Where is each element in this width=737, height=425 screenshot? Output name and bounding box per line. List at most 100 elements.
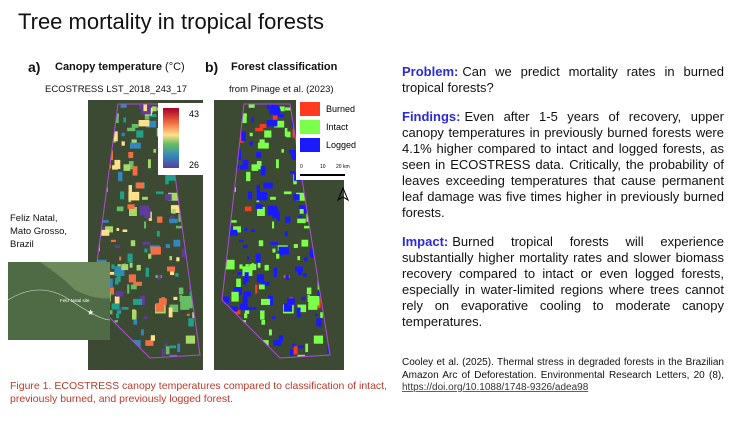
map-patch	[248, 104, 255, 108]
map-patch	[128, 161, 134, 170]
panel-subtitle: ECOSTRESS LST_2018_243_17	[45, 84, 188, 95]
map-patch	[278, 113, 285, 118]
map-patch	[285, 107, 293, 111]
map-patch	[175, 225, 183, 229]
slide-title: Tree mortality in tropical forests	[18, 9, 325, 34]
map-patch	[139, 295, 145, 306]
map-patch	[320, 312, 323, 318]
map-patch	[111, 264, 115, 269]
map-patch	[242, 320, 246, 323]
citation: Cooley et al. (2025). Thermal stress in …	[402, 357, 724, 395]
map-patch	[289, 171, 295, 174]
map-patch	[175, 272, 179, 277]
map-patch	[306, 287, 312, 295]
map-patch	[153, 149, 156, 153]
legend-label: Logged	[326, 140, 356, 150]
map-patch	[267, 205, 278, 216]
map-patch	[118, 171, 123, 182]
map-patch	[128, 274, 136, 283]
map-patch	[251, 164, 259, 171]
citation-link[interactable]: https://doi.org/10.1088/1748-9326/adea98	[402, 382, 589, 393]
map-patch	[301, 239, 309, 247]
map-patch	[142, 196, 148, 200]
legend: Burned Intact Logged	[300, 102, 356, 152]
map-patch	[120, 307, 129, 310]
map-patch	[289, 149, 300, 154]
map-patch	[146, 120, 157, 128]
map-patch	[257, 262, 261, 268]
map-patch	[264, 264, 269, 271]
map-patch	[114, 159, 121, 169]
map-patch	[242, 266, 253, 276]
section-body: Burned tropical forests will experience …	[402, 234, 724, 329]
scale-label: 20 km	[336, 164, 350, 170]
map-patch	[129, 262, 133, 268]
scale-label: 10	[320, 164, 326, 170]
inset-site-label: Feliz Natal site	[60, 298, 90, 303]
colorbar-min: 26	[189, 160, 199, 170]
map-patch	[303, 225, 311, 229]
map-patch	[250, 229, 256, 233]
map-patch	[114, 320, 118, 323]
map-patch	[99, 220, 109, 223]
map-patch	[142, 241, 151, 245]
map-patch	[227, 306, 238, 312]
map-patch	[244, 272, 249, 283]
map-patch	[256, 191, 268, 201]
map-patch	[133, 298, 143, 305]
map-patch	[150, 113, 157, 118]
location-line: Mato Grosso,	[10, 226, 68, 237]
inset-terrain	[8, 262, 110, 299]
section: Findings: Even after 1-5 years of recover…	[402, 109, 724, 221]
map-patch	[133, 320, 138, 325]
map-patch	[283, 191, 292, 195]
section: Impact: Burned tropical forests will expe…	[402, 234, 724, 330]
map-patch	[259, 123, 267, 128]
map-patch	[294, 266, 304, 272]
map-patch	[145, 267, 149, 277]
map-patch	[258, 240, 264, 247]
map-patch	[299, 209, 304, 214]
map-patch	[100, 226, 107, 229]
map-patch	[128, 151, 134, 159]
map-patch	[116, 227, 120, 231]
map-patch	[301, 296, 306, 301]
map-patch	[143, 104, 147, 112]
map-patch	[150, 246, 161, 255]
map-patch	[111, 239, 116, 243]
panel-label: b)	[205, 59, 219, 75]
study-outline	[221, 103, 331, 359]
map-patch	[120, 191, 125, 200]
map-patch	[239, 303, 248, 310]
map-patch	[171, 209, 176, 214]
map-patch	[123, 164, 131, 171]
map-patch	[122, 229, 128, 233]
map-patch	[292, 194, 300, 201]
map-patch	[228, 226, 235, 229]
map-patch	[131, 123, 139, 128]
location-label: Feliz Natal, Mato Grosso, Brazil	[10, 212, 67, 251]
map-patch	[264, 182, 273, 189]
map-patch	[256, 274, 264, 283]
map-patch	[243, 291, 252, 297]
map-patch	[307, 294, 310, 303]
map-patch	[178, 287, 184, 295]
text-column: Problem: Can we predict mortality rates i…	[402, 64, 724, 343]
map-patch	[116, 313, 120, 319]
map-patch	[139, 205, 150, 216]
map-patch	[123, 117, 126, 123]
map-patch	[293, 346, 298, 355]
map-patch	[138, 119, 150, 127]
map-patch	[114, 266, 125, 276]
map-patch	[128, 185, 132, 195]
map-patch	[286, 298, 295, 305]
map-patch	[127, 253, 133, 263]
map-patch	[116, 307, 122, 314]
map-patch	[133, 281, 142, 286]
map-patch	[279, 106, 285, 112]
map-patch	[245, 264, 249, 267]
map-patch	[232, 299, 238, 302]
map-patch	[202, 298, 212, 306]
map-patch	[176, 257, 180, 262]
map-patch	[236, 150, 241, 161]
